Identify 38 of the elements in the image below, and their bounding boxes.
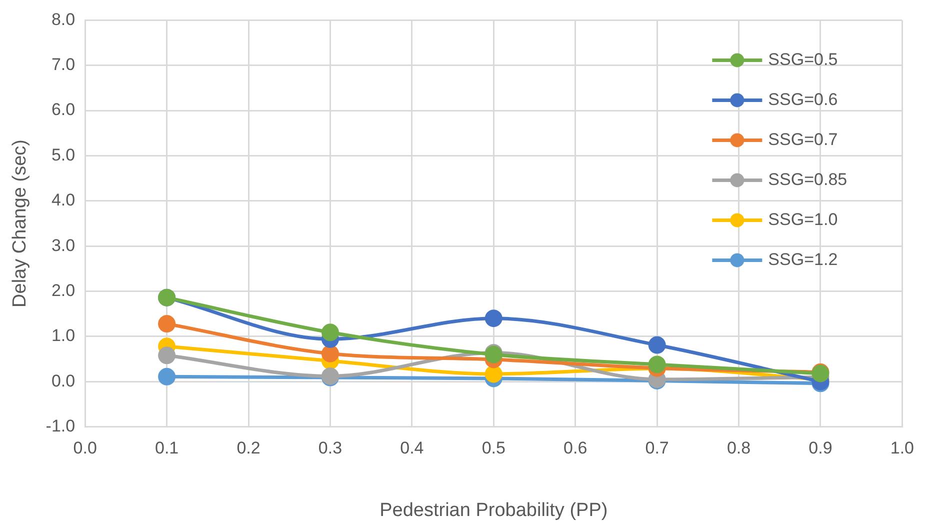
legend-label: SSG=0.6 xyxy=(768,90,838,109)
legend-label: SSG=1.2 xyxy=(768,250,838,269)
legend-label: SSG=0.5 xyxy=(768,50,838,69)
point xyxy=(158,315,176,333)
y-tick-label: 4.0 xyxy=(51,190,76,210)
legend-label: SSG=1.0 xyxy=(768,210,838,229)
x-tick-label: 0.2 xyxy=(236,438,260,458)
x-axis-title: Pedestrian Probability (PP) xyxy=(380,500,608,521)
x-tick-label: 0.0 xyxy=(73,438,97,458)
point xyxy=(158,368,176,386)
point xyxy=(484,365,502,383)
point xyxy=(158,346,176,364)
x-tick-label: 0.1 xyxy=(154,438,179,458)
y-tick-label: 1.0 xyxy=(51,326,76,346)
legend-label: SSG=0.85 xyxy=(768,170,848,189)
x-tick-label: 0.5 xyxy=(482,438,506,458)
y-axis-title: Delay Change (sec) xyxy=(10,140,31,308)
x-tick-label: 0.8 xyxy=(726,438,751,458)
point xyxy=(484,310,502,328)
y-tick-label: 5.0 xyxy=(51,145,76,164)
y-tick-label: 2.0 xyxy=(51,280,76,300)
legend-label: SSG=0.7 xyxy=(768,130,838,149)
y-tick-label: -1.0 xyxy=(46,416,76,436)
point xyxy=(321,324,339,342)
x-tick-label: 0.7 xyxy=(645,438,669,458)
y-tick-label: 0.0 xyxy=(51,371,76,390)
x-tick-label: 0.6 xyxy=(564,438,588,458)
x-tick-label: 0.9 xyxy=(808,438,832,458)
point xyxy=(648,336,666,354)
y-tick-label: 3.0 xyxy=(51,236,76,255)
x-tick-label: 0.4 xyxy=(400,438,424,458)
x-tick-label: 1.0 xyxy=(890,438,914,458)
point xyxy=(648,356,666,374)
x-tick-label: 0.3 xyxy=(318,438,342,458)
y-tick-label: 7.0 xyxy=(51,55,76,74)
y-tick-label: 6.0 xyxy=(51,100,76,120)
y-tick-label: 8.0 xyxy=(51,10,76,29)
point xyxy=(321,344,339,362)
